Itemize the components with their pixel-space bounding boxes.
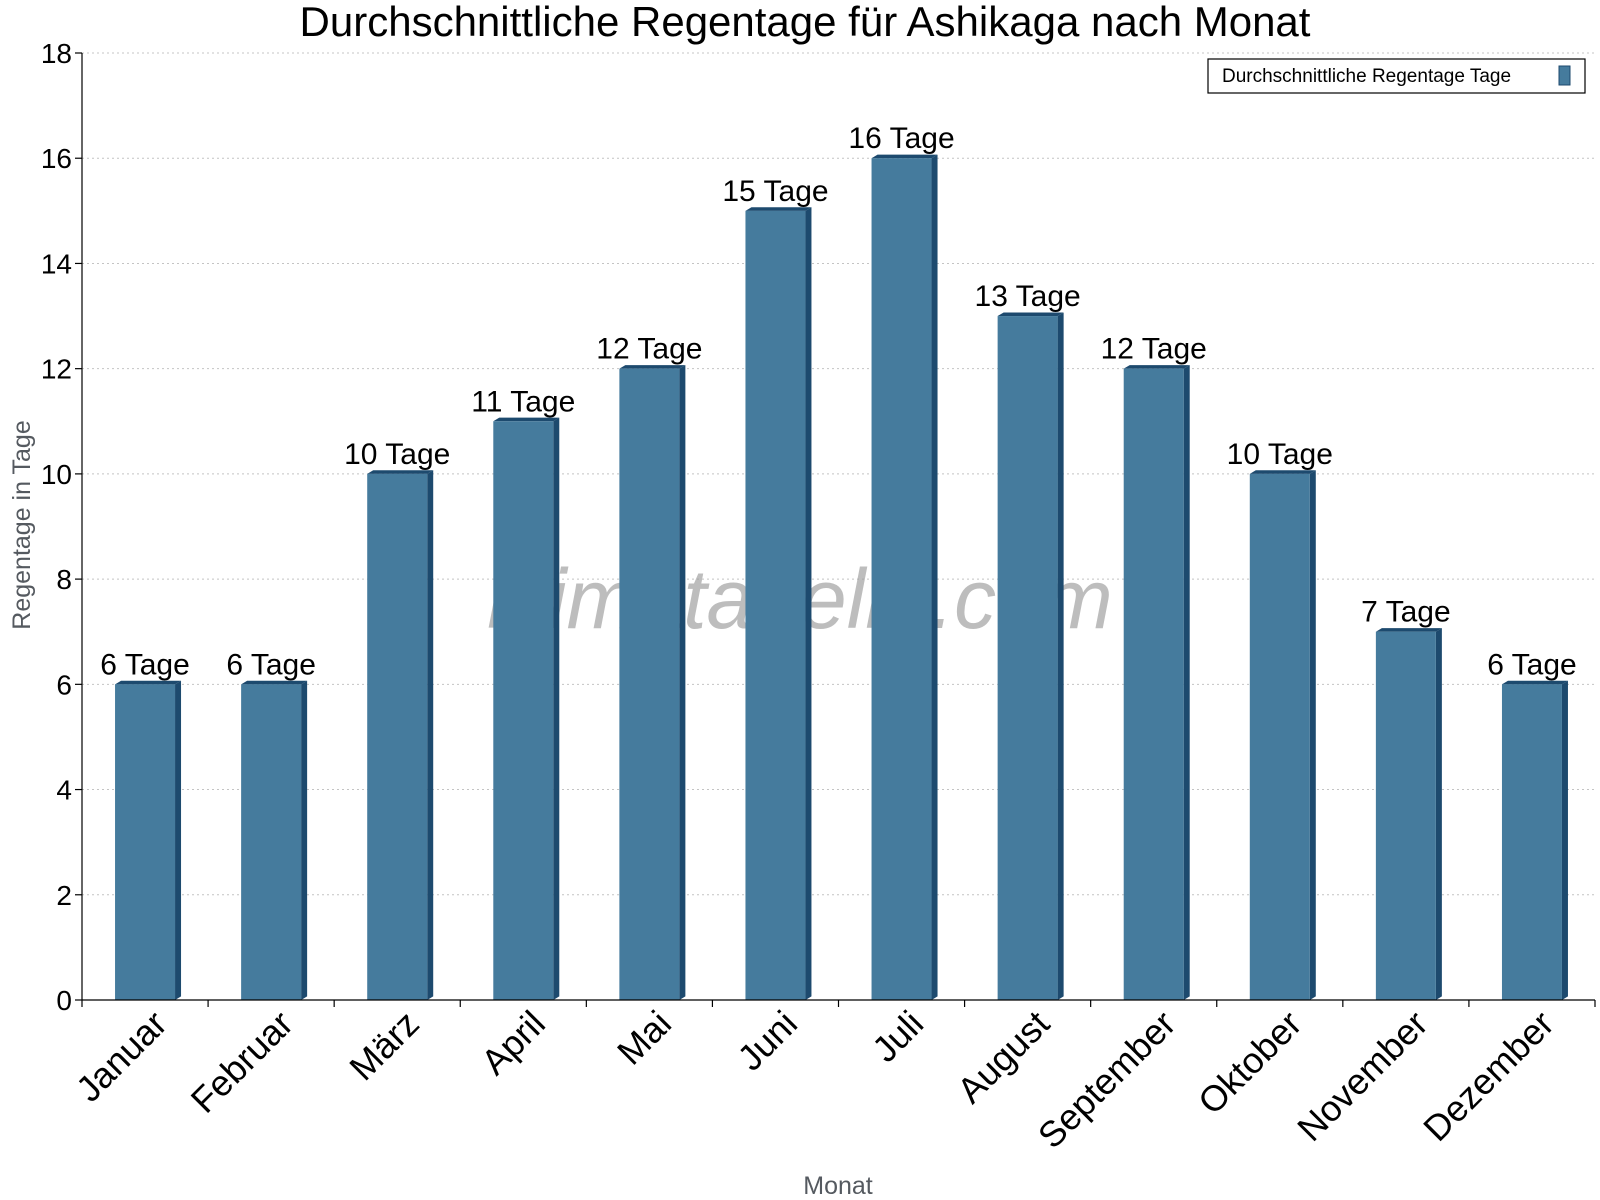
y-axis-title: Regentage in Tage — [8, 420, 36, 629]
data-label: 10 Tage — [1227, 438, 1333, 471]
y-tick-label: 18 — [41, 38, 72, 69]
data-label: 12 Tage — [596, 333, 702, 366]
data-label: 6 Tage — [100, 648, 190, 681]
bar-side — [679, 365, 686, 1001]
x-tick-label: März — [341, 1003, 427, 1089]
data-label: 6 Tage — [1487, 648, 1577, 681]
bar-top — [367, 470, 434, 474]
legend-swatch — [1558, 65, 1571, 86]
bar — [1375, 631, 1436, 1000]
bar-top — [115, 680, 182, 685]
y-tick-label: 14 — [41, 248, 72, 279]
chart-title: Durchschnittliche Regentage für Ashikaga… — [300, 0, 1311, 45]
bars — [115, 154, 1568, 1001]
bar-side — [1435, 628, 1442, 1000]
y-tick-label: 10 — [41, 459, 72, 490]
data-label: 6 Tage — [226, 648, 316, 681]
bar-side — [301, 680, 308, 1000]
bar — [619, 368, 680, 1001]
gridlines — [82, 52, 1595, 896]
x-tick-label: September — [1030, 1003, 1184, 1157]
y-tick-label: 4 — [56, 775, 72, 806]
x-tick-label: Februar — [183, 1003, 301, 1121]
bar-top — [619, 365, 686, 369]
x-tick-label: April — [473, 1003, 553, 1083]
bar — [745, 210, 806, 1001]
bar — [871, 158, 932, 1000]
legend: Durchschnittliche Regentage Tage — [1207, 58, 1586, 94]
bar — [115, 684, 176, 1000]
x-tick-label: Januar — [68, 1003, 175, 1110]
bar — [493, 421, 554, 1000]
x-tick-label: Dezember — [1415, 1003, 1561, 1149]
y-tick-label: 2 — [56, 880, 72, 911]
y-tick-label: 0 — [56, 985, 72, 1016]
x-tick-label: Mai — [609, 1003, 679, 1073]
data-label: 15 Tage — [722, 175, 828, 208]
bar-top — [1249, 470, 1316, 474]
bar-top — [1375, 628, 1442, 632]
x-tick-label: August — [949, 1003, 1057, 1111]
y-tick-label: 8 — [56, 564, 72, 595]
x-tick-label: Oktober — [1190, 1003, 1310, 1123]
bar-top — [871, 154, 938, 159]
data-label: 13 Tage — [975, 280, 1081, 313]
bar-top — [997, 312, 1064, 317]
bar — [1501, 684, 1562, 1000]
y-tick-label: 16 — [41, 143, 72, 174]
bar-side — [1309, 470, 1316, 1000]
bar-top — [745, 207, 812, 211]
bar — [241, 684, 302, 1000]
bar-side — [931, 154, 938, 1001]
bar-top — [493, 417, 560, 422]
bar-side — [1183, 365, 1190, 1001]
data-label: 11 Tage — [471, 385, 575, 418]
bar-side — [553, 417, 560, 1001]
data-label: 12 Tage — [1101, 333, 1207, 366]
data-labels: 6 Tage 6 Tage 10 Tage 11 Tage 12 Tage 15 Tage… — [100, 122, 1576, 681]
bar-side — [805, 207, 812, 1000]
bar — [1123, 368, 1184, 1001]
data-label: 16 Tage — [848, 122, 954, 155]
bar-side — [175, 680, 182, 1000]
bar-top — [1501, 680, 1568, 685]
legend-label: Durchschnittliche Regentage Tage — [1222, 66, 1511, 87]
x-tick-label: November — [1289, 1003, 1435, 1149]
legend-box — [1207, 58, 1586, 94]
bar — [367, 473, 428, 1000]
x-tick-label: Juli — [864, 1003, 931, 1070]
bar — [1249, 473, 1310, 1000]
x-axis-title: Monat — [803, 1172, 873, 1200]
data-label: 10 Tage — [344, 438, 450, 471]
bar-side — [1561, 680, 1568, 1000]
y-tick-label: 6 — [56, 669, 72, 700]
data-label: 7 Tage — [1361, 596, 1451, 629]
x-tick-label: Juni — [729, 1003, 805, 1079]
bar-top — [1123, 365, 1190, 369]
bar-side — [1057, 312, 1064, 1000]
bar-side — [427, 470, 434, 1000]
y-tick-label: 12 — [41, 354, 72, 385]
bar — [997, 316, 1058, 1000]
bar-top — [241, 680, 308, 685]
